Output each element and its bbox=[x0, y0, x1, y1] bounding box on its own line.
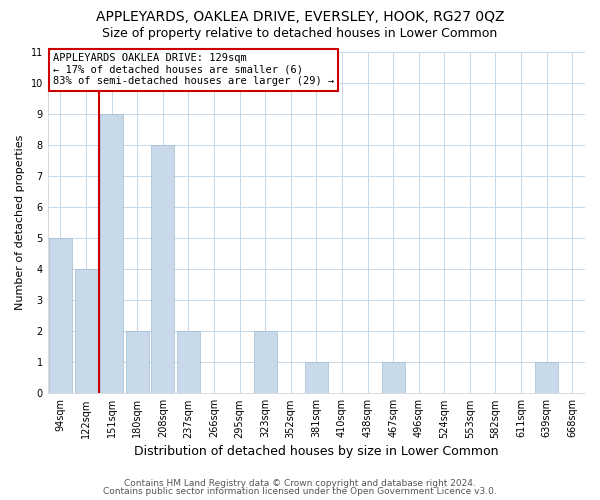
Bar bbox=[177, 331, 200, 394]
Text: APPLEYARDS OAKLEA DRIVE: 129sqm
← 17% of detached houses are smaller (6)
83% of : APPLEYARDS OAKLEA DRIVE: 129sqm ← 17% of… bbox=[53, 53, 334, 86]
Bar bbox=[254, 331, 277, 394]
Bar bbox=[535, 362, 558, 394]
X-axis label: Distribution of detached houses by size in Lower Common: Distribution of detached houses by size … bbox=[134, 444, 499, 458]
Bar bbox=[382, 362, 404, 394]
Y-axis label: Number of detached properties: Number of detached properties bbox=[15, 134, 25, 310]
Text: Size of property relative to detached houses in Lower Common: Size of property relative to detached ho… bbox=[103, 28, 497, 40]
Text: Contains HM Land Registry data © Crown copyright and database right 2024.: Contains HM Land Registry data © Crown c… bbox=[124, 478, 476, 488]
Bar bbox=[49, 238, 72, 394]
Bar bbox=[126, 331, 149, 394]
Bar bbox=[100, 114, 123, 394]
Bar bbox=[151, 144, 175, 394]
Text: APPLEYARDS, OAKLEA DRIVE, EVERSLEY, HOOK, RG27 0QZ: APPLEYARDS, OAKLEA DRIVE, EVERSLEY, HOOK… bbox=[96, 10, 504, 24]
Bar bbox=[74, 269, 98, 394]
Bar bbox=[305, 362, 328, 394]
Text: Contains public sector information licensed under the Open Government Licence v3: Contains public sector information licen… bbox=[103, 487, 497, 496]
